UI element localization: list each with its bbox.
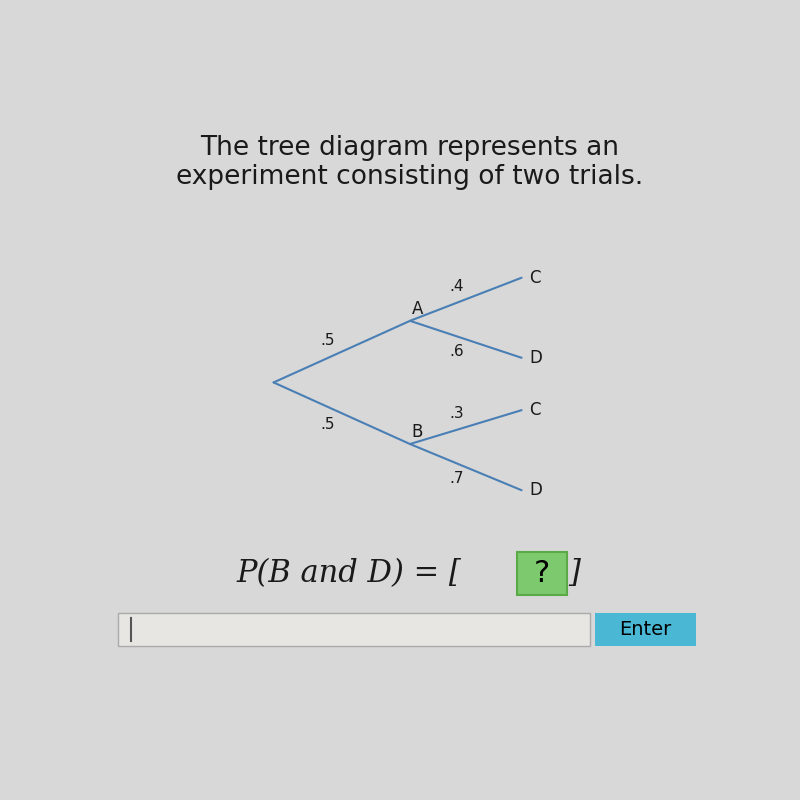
Text: .3: .3 — [450, 406, 465, 422]
Text: C: C — [529, 269, 541, 286]
Text: The tree diagram represents an: The tree diagram represents an — [201, 135, 619, 162]
FancyBboxPatch shape — [118, 613, 590, 646]
FancyBboxPatch shape — [517, 552, 567, 595]
Text: .4: .4 — [450, 279, 464, 294]
Text: .5: .5 — [321, 417, 335, 432]
Text: D: D — [529, 482, 542, 499]
FancyBboxPatch shape — [595, 613, 696, 646]
Text: P(B and D) = [: P(B and D) = [ — [237, 558, 461, 589]
Text: C: C — [529, 401, 541, 419]
Text: ?: ? — [534, 559, 550, 588]
Text: .5: .5 — [321, 333, 335, 348]
Text: D: D — [529, 349, 542, 366]
Text: B: B — [412, 423, 423, 441]
Text: .7: .7 — [450, 471, 464, 486]
Text: experiment consisting of two trials.: experiment consisting of two trials. — [176, 164, 644, 190]
Text: Enter: Enter — [619, 620, 672, 639]
Text: ]: ] — [568, 558, 580, 589]
Text: A: A — [412, 300, 423, 318]
Text: .6: .6 — [450, 344, 465, 358]
